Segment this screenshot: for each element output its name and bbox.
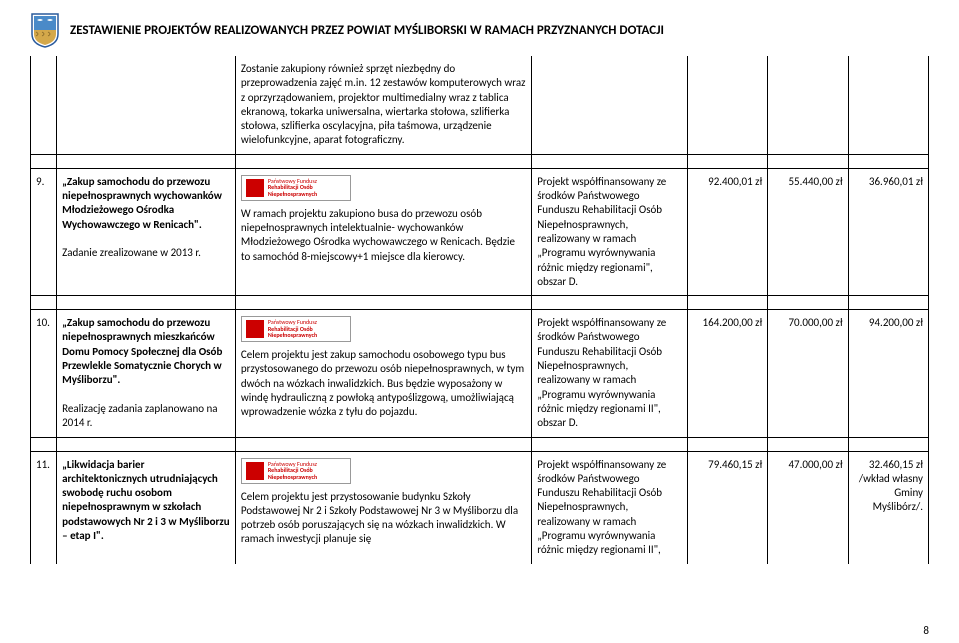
table-row: 10.„Zakup samochodu do przewozu niepełno… [31, 310, 929, 437]
projects-table: Zostanie zakupiony również sprzęt niezbę… [30, 56, 929, 564]
page-number: 8 [923, 624, 929, 637]
amount-cell: 92.400,01 zł [687, 168, 767, 295]
amount-cell: 47.000,00 zł [768, 451, 848, 564]
funding-source: Projekt współfinansowany ze środków Pańs… [532, 451, 688, 564]
table-row: 11.„Likwidacja barier architektonicznych… [31, 451, 929, 564]
amount-line: Gminy [854, 486, 923, 500]
amount-cell [768, 56, 848, 154]
amount-cell: 94.200,00 zł [848, 310, 928, 437]
amount-cell: 164.200,00 zł [687, 310, 767, 437]
amount-cell: 70.000,00 zł [768, 310, 848, 437]
header-title: ZESTAWIENIE PROJEKTÓW REALIZOWANYCH PRZE… [70, 23, 664, 38]
logo-square-icon [246, 179, 264, 197]
amount-line: /wkład własny [854, 472, 923, 486]
description-text: W ramach projektu zakupiono busa do prze… [241, 207, 515, 263]
description-text: Zostanie zakupiony również sprzęt niezbę… [241, 62, 526, 146]
project-description: Państwowy FunduszRehabilitacji OsóbNiepe… [235, 310, 531, 437]
spacer-cell [768, 154, 848, 168]
amount-cell: 36.960,01 zł [848, 168, 928, 295]
row-number [31, 56, 57, 154]
spacer-cell [235, 437, 531, 451]
pfron-logo: Państwowy FunduszRehabilitacji OsóbNiepe… [241, 458, 351, 484]
logo-text: Państwowy FunduszRehabilitacji OsóbNiepe… [268, 461, 317, 481]
project-title-cell [57, 56, 236, 154]
project-title-cell: „Likwidacja barier architektonicznych ut… [57, 451, 236, 564]
spacer-cell [235, 296, 531, 310]
project-status: Zadanie zrealizowane w 2013 r. [62, 246, 201, 259]
spacer-cell [31, 296, 57, 310]
logo-text: Państwowy FunduszRehabilitacji OsóbNiepe… [268, 178, 317, 198]
amount-cell [848, 56, 928, 154]
pfron-logo: Państwowy FunduszRehabilitacji OsóbNiepe… [241, 175, 351, 201]
funding-source: Projekt współfinansowany ze środków Pańs… [532, 168, 688, 295]
row-number: 10. [31, 310, 57, 437]
spacer-row [31, 296, 929, 310]
spacer-cell [31, 437, 57, 451]
pfron-logo: Państwowy FunduszRehabilitacji OsóbNiepe… [241, 316, 351, 342]
project-title: „Zakup samochodu do przewozu niepełnospr… [62, 175, 222, 231]
spacer-cell [687, 296, 767, 310]
amount-cell: 32.460,15 zł/wkład własnyGminyMyślibórz/… [848, 451, 928, 564]
amount-cell [687, 56, 767, 154]
project-title: „Likwidacja barier architektonicznych ut… [62, 458, 230, 542]
spacer-row [31, 437, 929, 451]
amount-cell: 55.440,00 zł [768, 168, 848, 295]
row-number: 11. [31, 451, 57, 564]
project-description: Zostanie zakupiony również sprzęt niezbę… [235, 56, 531, 154]
description-text: Celem projektu jest zakup samochodu osob… [241, 348, 524, 418]
spacer-cell [532, 154, 688, 168]
spacer-cell [57, 437, 236, 451]
spacer-cell [687, 154, 767, 168]
project-description: Państwowy FunduszRehabilitacji OsóbNiepe… [235, 168, 531, 295]
row-number: 9. [31, 168, 57, 295]
table-row: 9.„Zakup samochodu do przewozu niepełnos… [31, 168, 929, 295]
amount-line: Myślibórz/. [854, 500, 923, 514]
crest-icon [30, 12, 60, 48]
funding-source [532, 56, 688, 154]
page-header: ZESTAWIENIE PROJEKTÓW REALIZOWANYCH PRZE… [30, 12, 929, 48]
spacer-row [31, 154, 929, 168]
description-text: Celem projektu jest przystosowanie budyn… [241, 490, 518, 546]
spacer-cell [848, 296, 928, 310]
logo-square-icon [246, 320, 264, 338]
project-title-cell: „Zakup samochodu do przewozu niepełnospr… [57, 168, 236, 295]
spacer-cell [848, 154, 928, 168]
spacer-cell [235, 154, 531, 168]
logo-text: Państwowy FunduszRehabilitacji OsóbNiepe… [268, 319, 317, 339]
amount-line: 32.460,15 zł [854, 458, 923, 472]
spacer-cell [848, 437, 928, 451]
spacer-cell [532, 437, 688, 451]
project-title-cell: „Zakup samochodu do przewozu niepełnospr… [57, 310, 236, 437]
spacer-cell [31, 154, 57, 168]
spacer-cell [768, 296, 848, 310]
spacer-cell [768, 437, 848, 451]
project-title: „Zakup samochodu do przewozu niepełnospr… [62, 316, 222, 386]
spacer-cell [687, 437, 767, 451]
project-status: Realizację zadania zaplanowano na 2014 r… [62, 402, 217, 429]
spacer-cell [57, 154, 236, 168]
logo-square-icon [246, 462, 264, 480]
project-description: Państwowy FunduszRehabilitacji OsóbNiepe… [235, 451, 531, 564]
spacer-cell [532, 296, 688, 310]
spacer-cell [57, 296, 236, 310]
funding-source: Projekt współfinansowany ze środków Pańs… [532, 310, 688, 437]
amount-cell: 79.460,15 zł [687, 451, 767, 564]
table-row: Zostanie zakupiony również sprzęt niezbę… [31, 56, 929, 154]
